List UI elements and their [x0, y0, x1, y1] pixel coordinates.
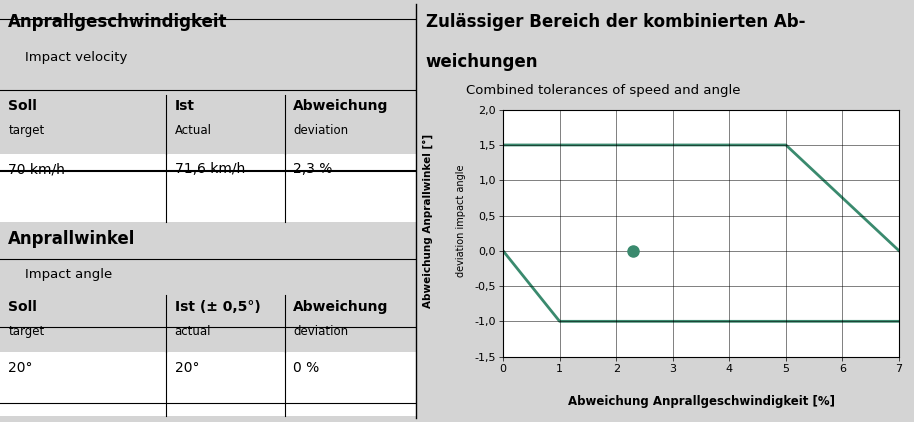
- Text: Abweichung Anprallgeschwindigkeit [%]: Abweichung Anprallgeschwindigkeit [%]: [568, 395, 834, 408]
- Text: 70 km/h: 70 km/h: [8, 162, 65, 176]
- Text: 0 %: 0 %: [293, 361, 319, 375]
- Text: Ist (± 0,5°): Ist (± 0,5°): [175, 300, 260, 314]
- Text: 2,3 %: 2,3 %: [293, 162, 333, 176]
- Bar: [0, 154, 416, 222]
- Text: 20°: 20°: [8, 361, 33, 375]
- Text: weichungen: weichungen: [426, 53, 538, 71]
- Bar: [0, 352, 416, 416]
- Text: actual: actual: [175, 325, 211, 338]
- Text: Impact angle: Impact angle: [25, 268, 112, 281]
- Text: Impact velocity: Impact velocity: [25, 51, 127, 64]
- Text: Abweichung Anprallwinkel [°]: Abweichung Anprallwinkel [°]: [423, 133, 433, 308]
- Text: deviation: deviation: [293, 124, 348, 138]
- Text: Abweichung: Abweichung: [293, 300, 388, 314]
- Text: Soll: Soll: [8, 300, 37, 314]
- Text: Actual: Actual: [175, 124, 212, 138]
- Text: Abweichung: Abweichung: [293, 99, 388, 113]
- Text: deviation impact angle: deviation impact angle: [456, 164, 466, 277]
- Text: Ist: Ist: [175, 99, 195, 113]
- Text: target: target: [8, 124, 45, 138]
- Text: 20°: 20°: [175, 361, 199, 375]
- Text: Anprallwinkel: Anprallwinkel: [8, 230, 135, 248]
- Text: target: target: [8, 325, 45, 338]
- Text: Zulässiger Bereich der kombinierten Ab-: Zulässiger Bereich der kombinierten Ab-: [426, 13, 805, 31]
- Text: 71,6 km/h: 71,6 km/h: [175, 162, 245, 176]
- Text: Combined tolerances of speed and angle: Combined tolerances of speed and angle: [465, 84, 740, 97]
- Text: Soll: Soll: [8, 99, 37, 113]
- Text: deviation: deviation: [293, 325, 348, 338]
- Text: Anprallgeschwindigkeit: Anprallgeschwindigkeit: [8, 13, 228, 31]
